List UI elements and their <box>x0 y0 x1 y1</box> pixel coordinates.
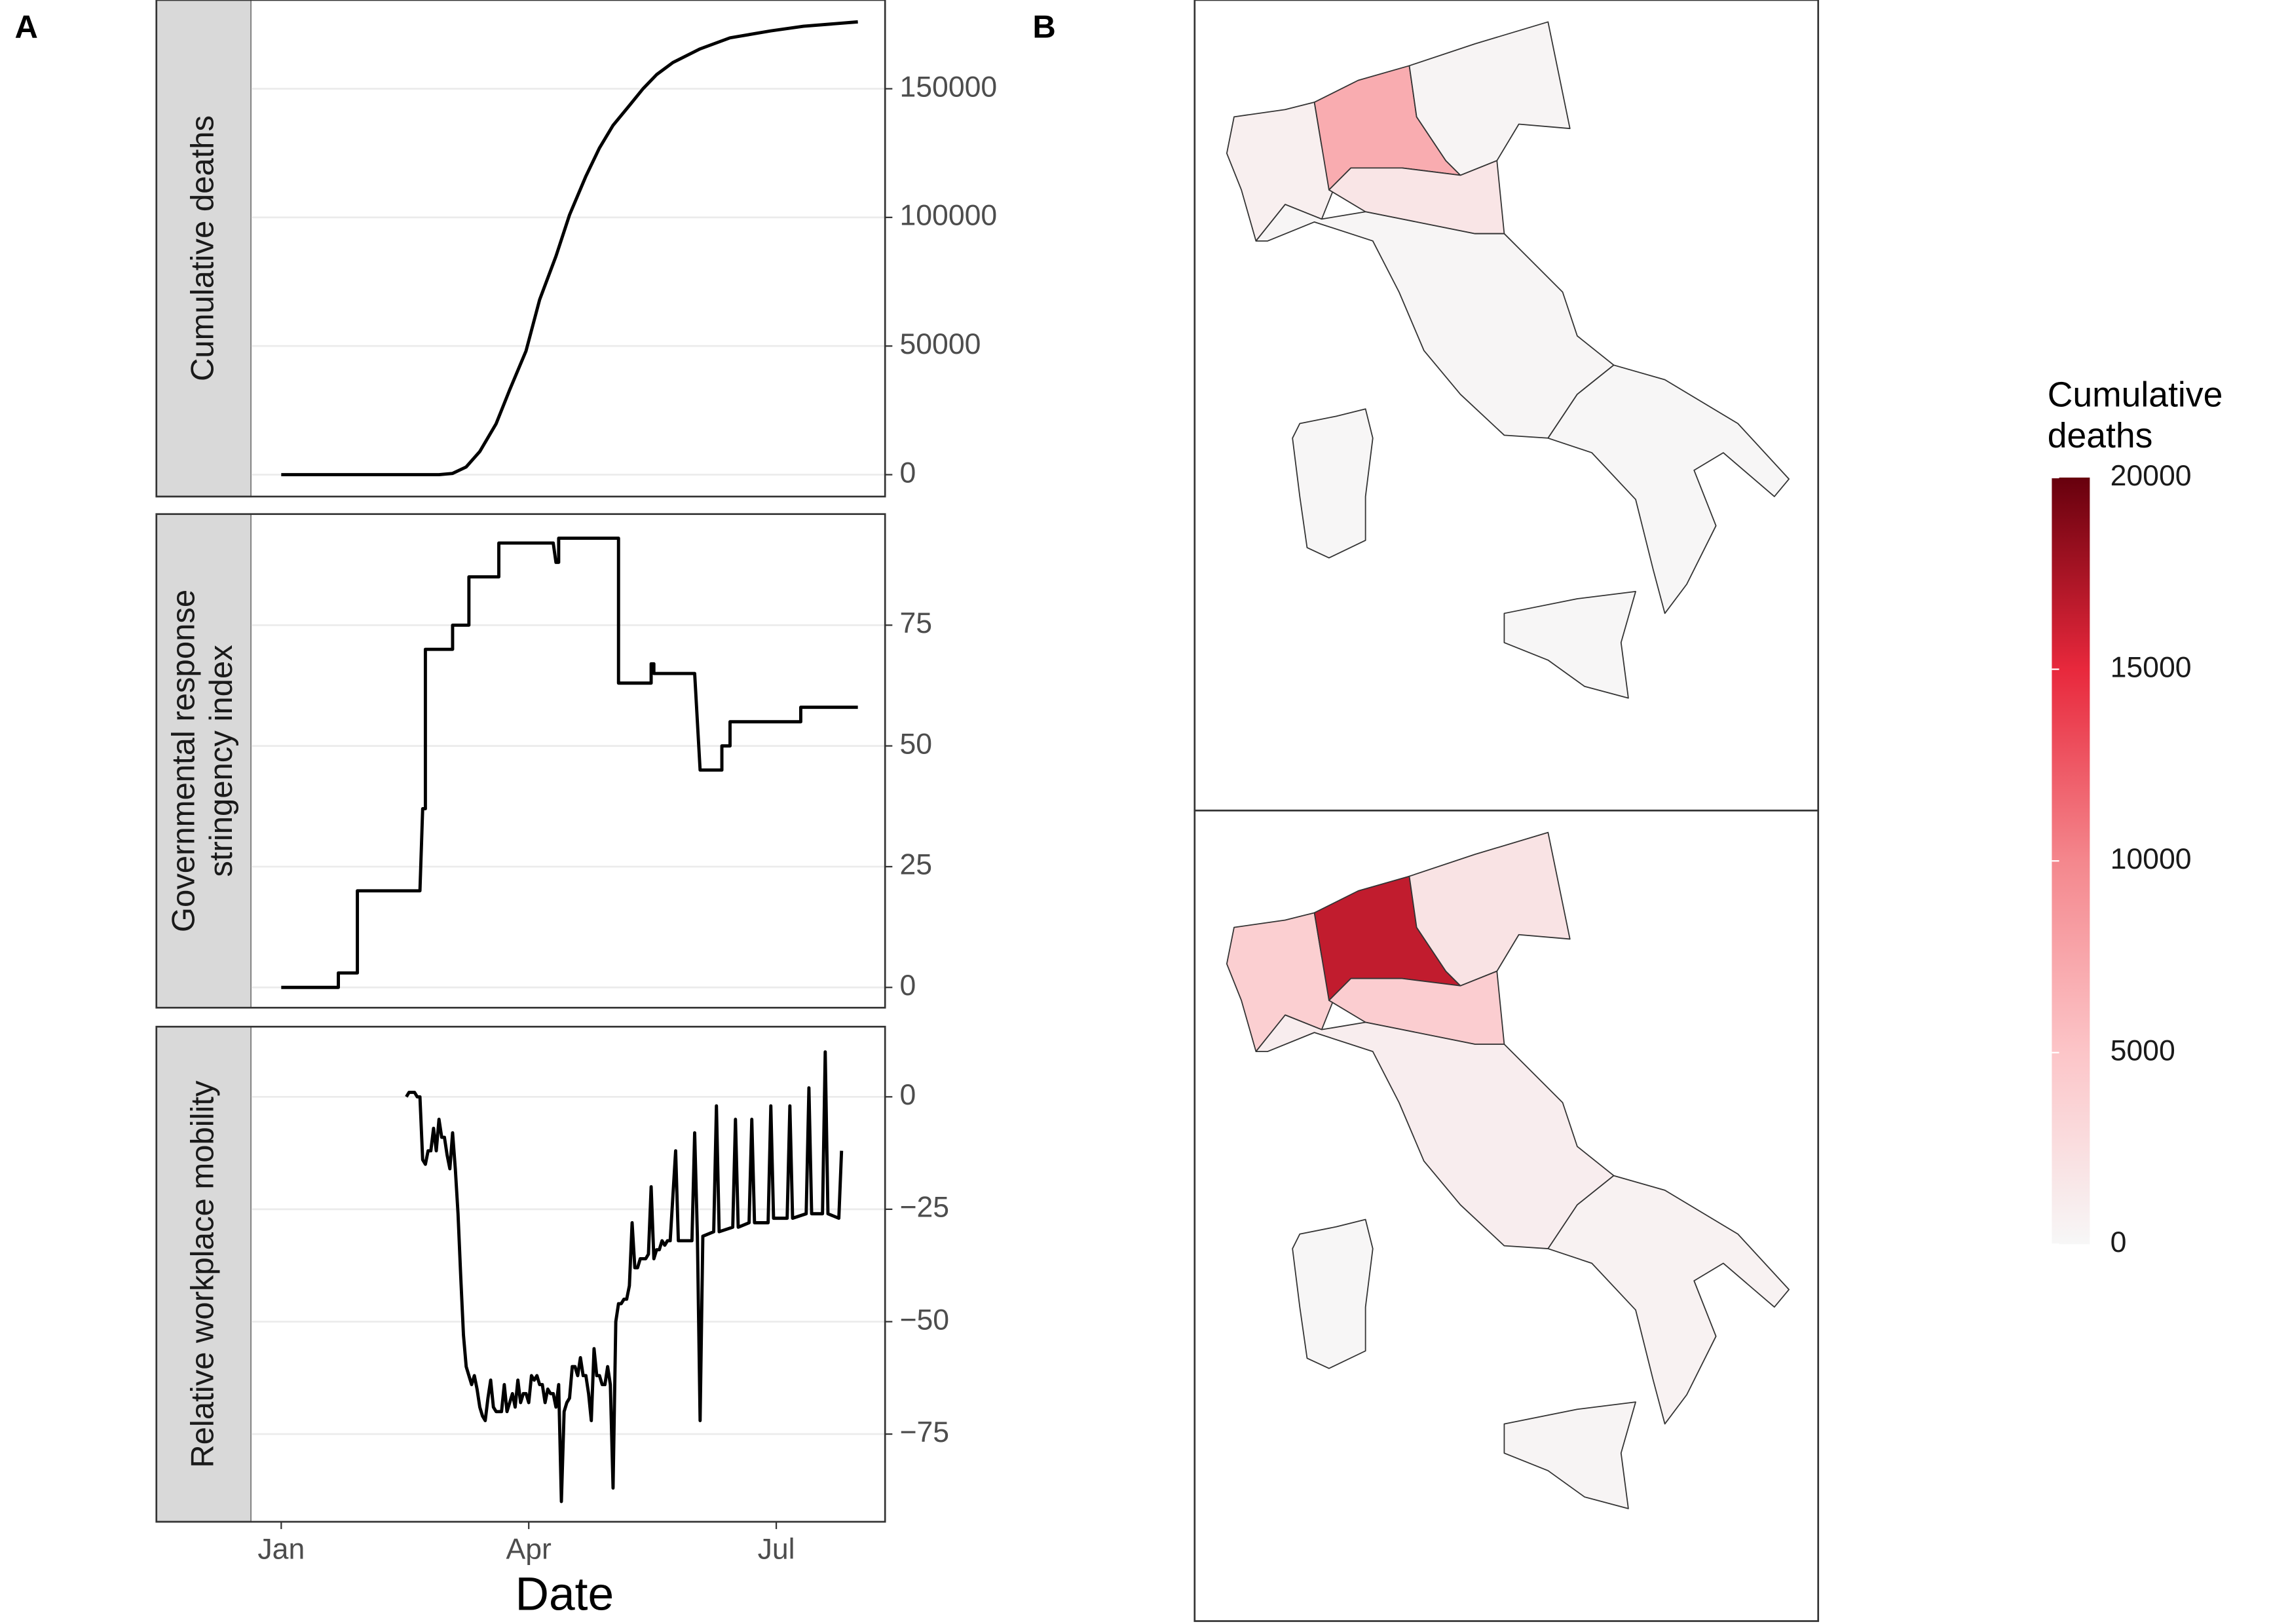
legend-title: Cumulative <box>2048 375 2223 414</box>
y-axis-title: Relative workplace mobility <box>185 1080 220 1468</box>
y-tick-label: −75 <box>899 1416 949 1448</box>
y-tick-label: 50000 <box>899 328 981 360</box>
panel-label: B <box>1032 10 1055 45</box>
region <box>1547 364 1790 614</box>
region <box>1292 1218 1374 1369</box>
y-axis-title: Cumulative deaths <box>185 115 220 381</box>
y-tick-label: 0 <box>899 457 916 489</box>
y-tick-label: 50 <box>899 728 932 760</box>
y-tick-label: 100000 <box>899 200 997 232</box>
y-tick-label: 0 <box>899 970 916 1002</box>
strip-background <box>155 1026 252 1523</box>
y-tick-label: −50 <box>899 1304 949 1336</box>
colorbar-label: 0 <box>2111 1226 2127 1258</box>
y-tick-label: 25 <box>899 849 932 881</box>
y-tick-label: −25 <box>899 1192 949 1224</box>
colorbar-label: 20000 <box>2111 460 2192 492</box>
plot-background <box>251 0 886 497</box>
panel-label: A <box>15 10 38 45</box>
region <box>1408 831 1571 987</box>
region <box>1503 1401 1636 1509</box>
plot-background <box>251 1027 886 1522</box>
panel-border <box>155 513 886 1009</box>
region <box>1503 590 1636 699</box>
y-axis-title: stringency index <box>204 645 239 877</box>
region <box>1292 408 1374 559</box>
legend-title: deaths <box>2048 417 2153 455</box>
x-tick-label: Apr <box>506 1533 552 1565</box>
colorbar-label: 10000 <box>2111 843 2192 875</box>
colorbar-label: 5000 <box>2111 1035 2175 1067</box>
x-tick-label: Jan <box>257 1533 305 1565</box>
y-tick-label: 150000 <box>899 71 997 103</box>
line-series <box>281 20 858 477</box>
strip-background <box>155 0 252 498</box>
y-axis-title: Governmental response <box>166 590 201 932</box>
region <box>1547 1175 1790 1425</box>
region <box>1408 21 1571 176</box>
line-series <box>281 537 858 989</box>
colorbar-label: 15000 <box>2111 651 2192 683</box>
y-tick-label: 75 <box>899 607 932 639</box>
y-tick-label: 0 <box>899 1079 916 1111</box>
panel-border <box>155 0 886 498</box>
line-series <box>405 1050 844 1503</box>
panel-border <box>155 1025 886 1523</box>
plot-background <box>251 514 886 1008</box>
x-tick-label: Jul <box>758 1533 795 1565</box>
x-axis-title: Date <box>516 1568 614 1621</box>
